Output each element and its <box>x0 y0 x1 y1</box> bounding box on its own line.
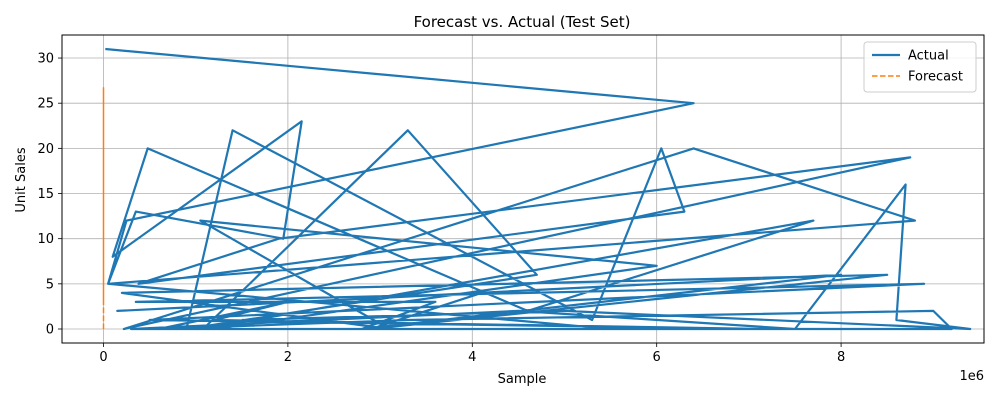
x-tick-label: 0 <box>99 350 107 365</box>
y-tick-label: 20 <box>37 142 54 157</box>
x-tick-label: 6 <box>653 350 661 365</box>
plot-area <box>102 47 972 331</box>
legend-label-forecast: Forecast <box>908 70 963 85</box>
axes-frame <box>61 34 985 344</box>
x-tick-label: 2 <box>284 350 292 365</box>
chart-title: Forecast vs. Actual (Test Set) <box>414 13 631 31</box>
y-tick-label: 5 <box>46 277 54 292</box>
legend: Actual Forecast <box>863 41 977 93</box>
x-tick-label: 4 <box>468 350 476 365</box>
series-line-actual <box>105 47 972 331</box>
y-axis: 0 5 10 15 20 25 30 <box>37 52 62 338</box>
y-tick-label: 10 <box>37 232 54 247</box>
y-tick-label: 0 <box>46 323 54 338</box>
legend-label-actual: Actual <box>908 49 949 64</box>
x-axis-label: Sample <box>498 372 547 387</box>
x-tick-label: 8 <box>837 350 845 365</box>
x-axis-offset-text: 1e6 <box>959 369 984 384</box>
y-tick-label: 30 <box>37 52 54 67</box>
y-tick-label: 15 <box>37 187 54 202</box>
y-axis-label: Unit Sales <box>14 147 29 212</box>
y-tick-label: 25 <box>37 97 54 112</box>
x-axis: 0 2 4 6 8 <box>99 343 845 365</box>
